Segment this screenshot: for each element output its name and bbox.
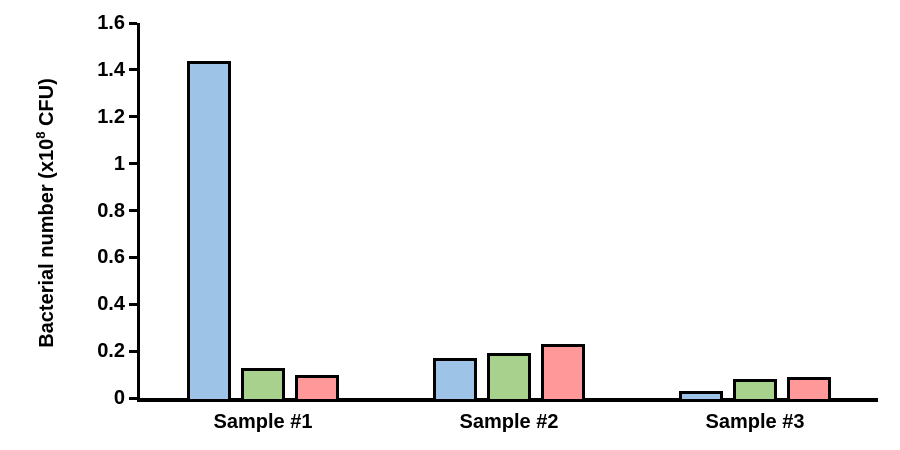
y-axis-title-text-end: CFU) xyxy=(35,78,58,132)
y-axis-tick xyxy=(129,209,137,212)
x-axis-category-label: Sample #3 xyxy=(705,411,805,433)
y-axis-tick xyxy=(129,162,137,166)
bar-green-series-3 xyxy=(733,379,777,402)
y-axis-tick xyxy=(129,68,137,72)
bar-red-series-1 xyxy=(295,374,339,402)
y-axis-tick-label: 0 xyxy=(113,387,125,409)
y-axis-tick xyxy=(129,396,137,400)
y-axis-tick-label: 1.2 xyxy=(97,105,125,128)
bar-red-series-3 xyxy=(787,376,831,402)
y-axis-tick-label: 0.8 xyxy=(97,199,125,222)
plot-area: 0 0.2 0.4 0.6 0.8 1 1.2 1.4 1.6 Sample #1 Sample #… xyxy=(97,12,878,433)
y-axis-tick-label: 0.6 xyxy=(97,246,125,269)
y-axis-tick xyxy=(129,21,137,25)
bar-blue-series-2 xyxy=(433,358,477,402)
bar-red-series-2 xyxy=(541,344,585,402)
y-axis-tick-label: 1.6 xyxy=(97,12,125,34)
y-axis-title-text: Bacterial number (x10 xyxy=(35,138,58,348)
y-axis-tick xyxy=(129,302,137,306)
y-axis-tick-label: 0.4 xyxy=(97,293,125,316)
bar-green-series-1 xyxy=(241,367,285,402)
y-axis-tick xyxy=(129,115,137,119)
x-axis-category-label: Sample #2 xyxy=(459,411,559,433)
bar-blue-series-3 xyxy=(679,390,723,402)
bar-blue-series-1 xyxy=(187,60,231,402)
y-axis-title: Bacterial number (x108 CFU) xyxy=(33,0,59,438)
x-axis-category-label: Sample #1 xyxy=(213,411,313,433)
y-axis-tick-label: 1 xyxy=(113,152,125,175)
y-axis-tick-label: 0.2 xyxy=(97,340,125,363)
y-axis-tick-label: 1.4 xyxy=(97,58,125,81)
y-axis-title-superscript: 8 xyxy=(33,131,49,139)
bar-green-series-2 xyxy=(487,353,531,402)
y-axis-tick xyxy=(129,349,137,353)
y-axis-tick xyxy=(129,255,137,259)
